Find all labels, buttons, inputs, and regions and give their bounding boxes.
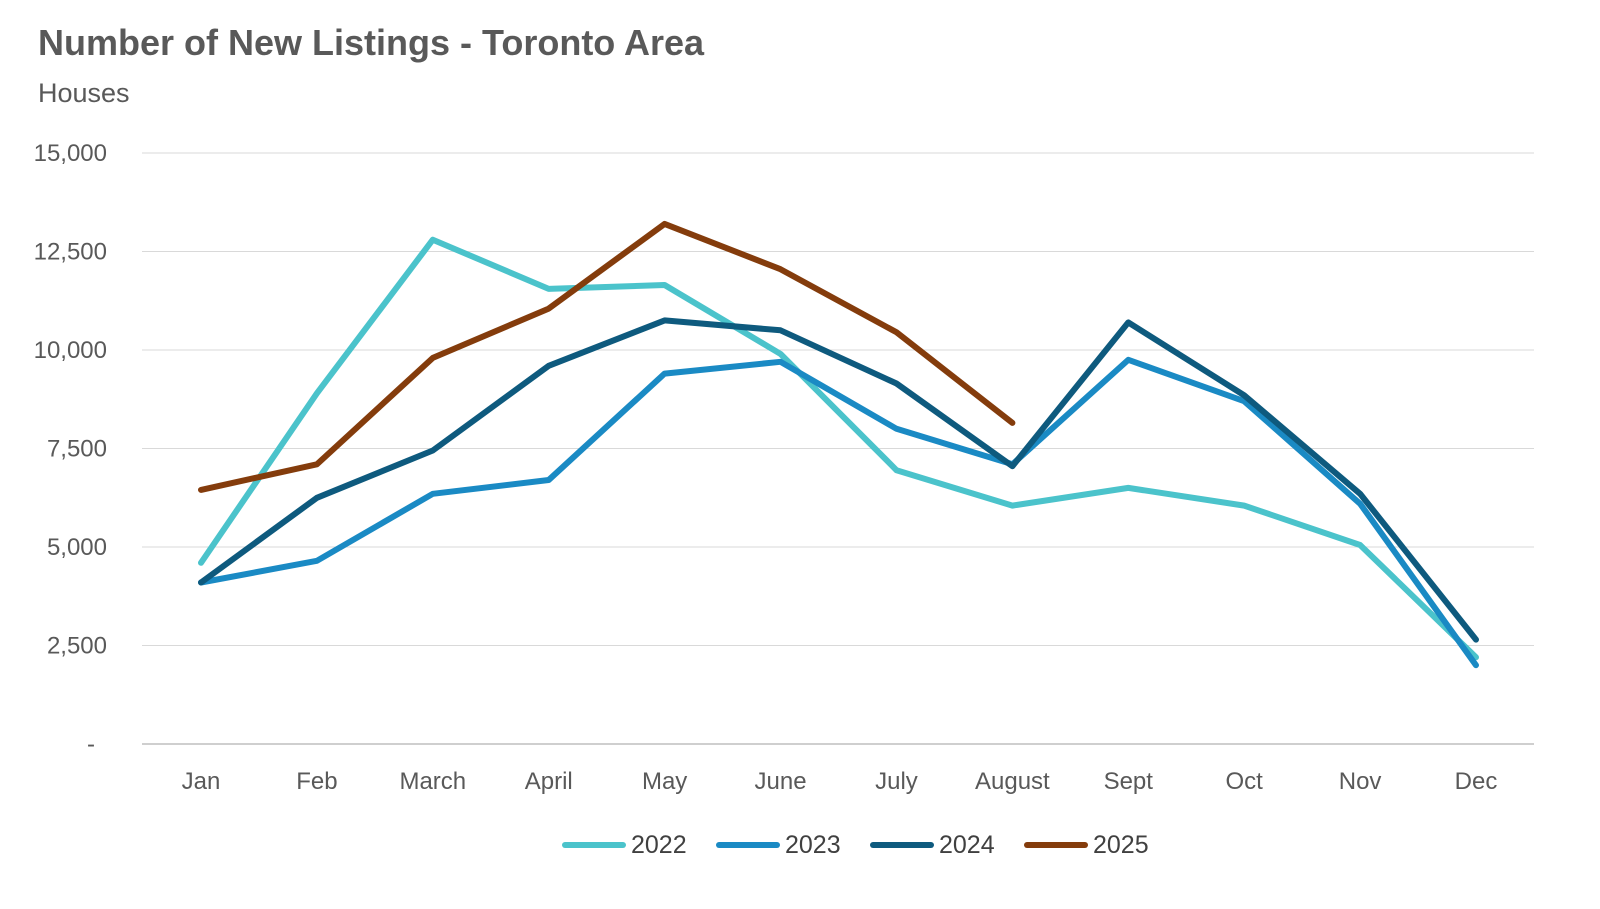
y-tick-label: 15,000 xyxy=(34,140,107,167)
x-tick-label: June xyxy=(755,768,807,795)
legend-label: 2025 xyxy=(1093,831,1149,859)
legend-label: 2023 xyxy=(785,831,841,859)
y-tick-label: 2,500 xyxy=(47,633,107,660)
x-tick-label: May xyxy=(642,768,687,795)
x-tick-label: April xyxy=(525,768,573,795)
y-axis: - 2,500 5,000 7,500 10,000 12,500 15,000 xyxy=(34,140,107,758)
legend-label: 2022 xyxy=(631,831,687,859)
y-tick-label: 7,500 xyxy=(47,436,107,463)
y-tick-label: - xyxy=(87,731,95,758)
series-line-2023 xyxy=(198,356,1479,669)
y-tick-label: 12,500 xyxy=(34,239,107,266)
chart-title: Number of New Listings - Toronto Area xyxy=(38,22,705,63)
x-axis: Jan Feb March April May June July August Sept Oct… xyxy=(142,743,1534,795)
x-tick-label: Jan xyxy=(182,768,221,795)
series-line-2022 xyxy=(198,236,1479,661)
x-tick-label: March xyxy=(399,768,466,795)
legend-item-2025: 2025 xyxy=(1024,831,1149,859)
x-tick-label: August xyxy=(975,768,1050,795)
x-tick-label: Oct xyxy=(1226,768,1264,795)
series-line-2024 xyxy=(198,317,1479,643)
x-tick-label: July xyxy=(875,768,918,795)
legend: 2022 2023 2024 2025 xyxy=(562,831,1149,859)
x-tick-label: Nov xyxy=(1339,768,1382,795)
x-tick-label: Dec xyxy=(1455,768,1498,795)
series-lines xyxy=(198,220,1479,669)
x-tick-label: Sept xyxy=(1104,768,1154,795)
legend-item-2024: 2024 xyxy=(870,831,995,859)
y-tick-label: 10,000 xyxy=(34,337,107,364)
series-line-2025 xyxy=(198,220,1016,493)
legend-item-2022: 2022 xyxy=(562,831,687,859)
legend-label: 2024 xyxy=(939,831,995,859)
gridlines xyxy=(142,152,1534,646)
chart-subtitle: Houses xyxy=(38,78,130,108)
y-tick-label: 5,000 xyxy=(47,534,107,561)
legend-item-2023: 2023 xyxy=(716,831,841,859)
x-tick-label: Feb xyxy=(296,768,337,795)
